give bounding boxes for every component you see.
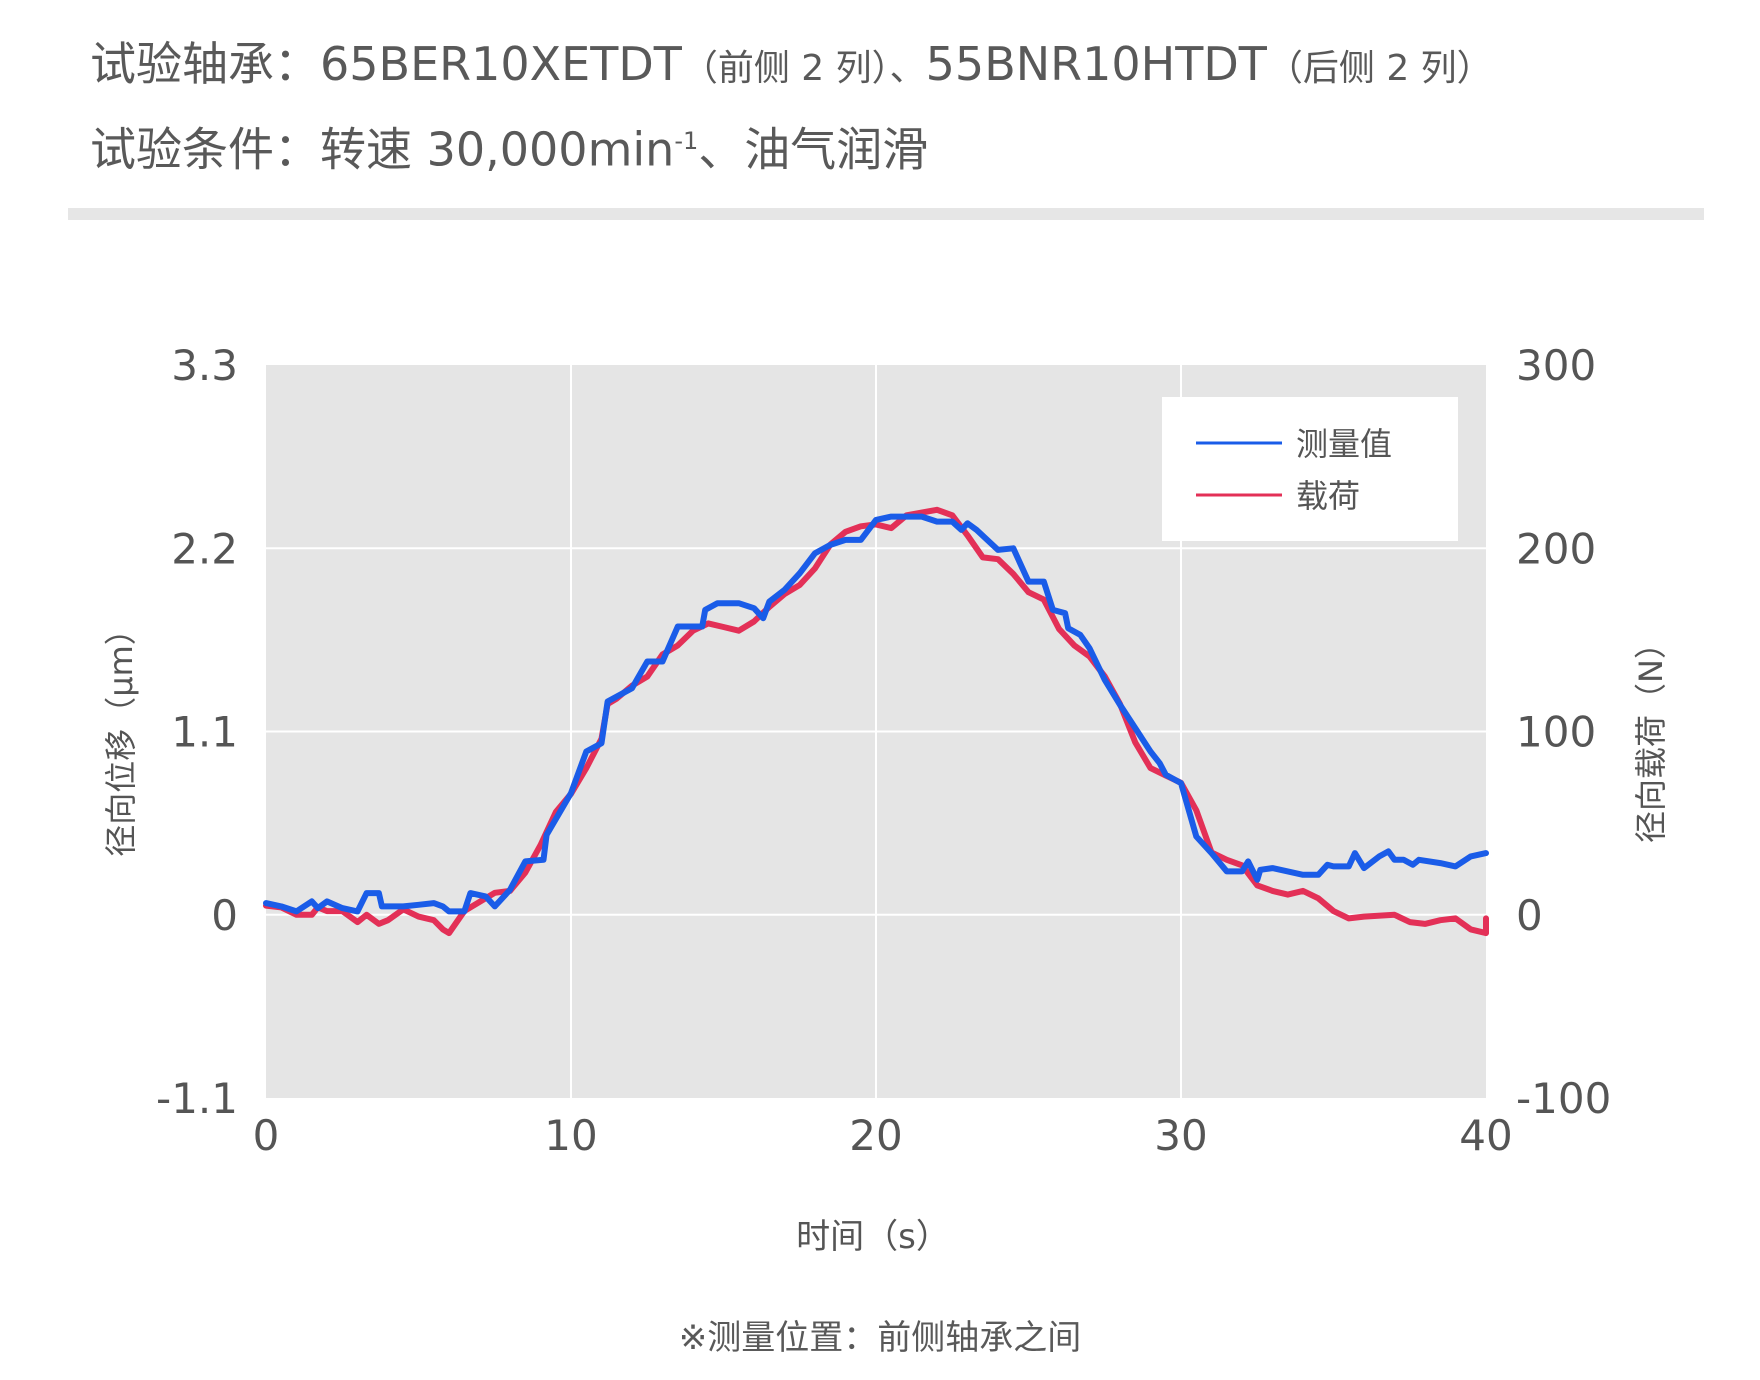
rear-bearing-model: 55BNR10HTDT xyxy=(925,37,1267,91)
left-y-tick-label: 3.3 xyxy=(171,341,238,390)
test-bearings-line: 试验轴承：65BER10XETDT（前侧 2 列）、55BNR10HTDT（后侧… xyxy=(90,28,1493,105)
load-line xyxy=(263,506,1489,937)
front-bearing-model: 65BER10XETDT xyxy=(320,37,682,91)
test-speed: 转速 30,000min xyxy=(320,122,675,177)
header-divider xyxy=(68,208,1704,220)
right-y-tick-label: 0 xyxy=(1516,891,1543,940)
right-y-tick-labels: -100 0 100 200 300 xyxy=(1516,341,1611,1123)
left-y-tick-labels: -1.1 0 1.1 2.2 3.3 xyxy=(156,341,238,1123)
x-tick-label: 10 xyxy=(544,1111,597,1160)
right-y-tick-label: 200 xyxy=(1516,524,1596,573)
legend: 测量值 载荷 xyxy=(1162,397,1458,541)
left-y-tick-label: 0 xyxy=(211,891,238,940)
x-tick-label: 20 xyxy=(849,1111,902,1160)
x-axis-label: 时间（s） xyxy=(796,1217,950,1257)
x-tick-label: 30 xyxy=(1154,1111,1207,1160)
x-tick-label: 40 xyxy=(1459,1111,1512,1160)
right-y-tick-label: 100 xyxy=(1516,708,1596,757)
right-y-tick-label: -100 xyxy=(1516,1074,1611,1123)
left-y-tick-label: 1.1 xyxy=(171,708,238,757)
chart-header: 试验轴承：65BER10XETDT（前侧 2 列）、55BNR10HTDT（后侧… xyxy=(90,28,1493,185)
x-tick-label: 0 xyxy=(253,1111,280,1160)
front-bearing-note: （前侧 2 列）、 xyxy=(681,48,926,89)
test-conditions-label: 试验条件： xyxy=(90,122,320,177)
series-lines xyxy=(263,506,1489,937)
test-bearings-label: 试验轴承： xyxy=(90,37,320,91)
left-y-tick-label: 2.2 xyxy=(171,524,238,573)
legend-box xyxy=(1162,397,1458,541)
left-y-axis-label: 径向位移（μm） xyxy=(102,613,140,857)
legend-label-measured: 测量值 xyxy=(1296,425,1392,463)
left-y-tick-label: -1.1 xyxy=(156,1074,238,1123)
test-conditions-line: 试验条件：转速 30,000min-1、油气润滑 xyxy=(90,105,1493,185)
right-y-axis-label: 径向载荷（N） xyxy=(1632,627,1670,843)
right-y-tick-label: 300 xyxy=(1516,341,1596,390)
rear-bearing-note: （后侧 2 列） xyxy=(1266,48,1493,89)
measured-value-line xyxy=(263,513,1489,915)
x-tick-labels: 0 10 20 30 40 xyxy=(253,1111,1513,1160)
speed-unit-exponent: -1 xyxy=(674,127,699,155)
measurement-location-note: ※测量位置：前侧轴承之间 xyxy=(678,1318,1082,1358)
lubrication-method: 、油气润滑 xyxy=(698,122,929,177)
legend-label-load: 载荷 xyxy=(1296,477,1360,515)
